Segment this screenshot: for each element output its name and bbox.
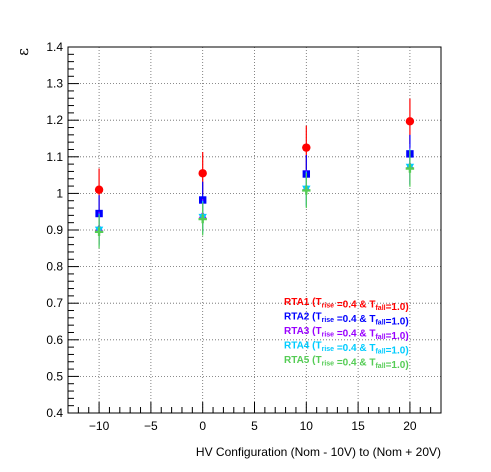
- legend: RTA1 (Trise =0.4 & Tfall=1.0)RTA2 (Trise…: [284, 297, 409, 371]
- y-tick-label: 1.2: [46, 113, 63, 127]
- legend-entry-rta4: RTA4 (Trise =0.4 & Tfall=1.0): [284, 341, 409, 357]
- x-tick-label: −10: [89, 419, 110, 433]
- y-tick-label: 0.8: [46, 260, 63, 274]
- y-tick-label: 1.1: [46, 150, 63, 164]
- legend-entry-rta1: RTA1 (Trise =0.4 & Tfall=1.0): [284, 297, 409, 313]
- series-rta5: [94, 150, 415, 249]
- axes: 0.4 0.5 0.6 0.7 0.8 0.9 1 1.1 1.2 1.3 1.4 −10 −5 0 5 10…: [46, 40, 442, 433]
- x-axis-label: HV Configuration (Nom - 10V) to (Nom + 2…: [196, 445, 441, 459]
- y-tick-label: 0.4: [46, 406, 63, 420]
- data-point: [405, 164, 415, 173]
- legend-entry-rta2: RTA2 (Trise =0.4 & Tfall=1.0): [284, 312, 409, 328]
- data-point: [302, 186, 311, 195]
- y-tick-label: 0.9: [46, 223, 63, 237]
- x-tick-label: 20: [403, 419, 417, 433]
- y-tick-label: 0.6: [46, 333, 63, 347]
- x-tick-label: 15: [351, 419, 365, 433]
- x-tick-label: 0: [199, 419, 206, 433]
- data-point: [94, 227, 104, 237]
- data-point: [198, 214, 207, 224]
- y-tick-label: 1: [56, 186, 63, 200]
- y-tick-label: 0.7: [46, 296, 63, 310]
- data-series: [94, 98, 415, 249]
- x-tick-label: −5: [144, 419, 158, 433]
- y-axis-label: ε: [14, 48, 32, 56]
- x-tick-label: 10: [300, 419, 314, 433]
- data-point: [198, 169, 207, 178]
- data-point: [94, 185, 104, 194]
- y-tick-label: 0.5: [46, 369, 63, 383]
- x-tick-label: 5: [251, 419, 258, 433]
- legend-entry-rta3: RTA3 (Trise =0.4 & Tfall=1.0): [284, 326, 409, 342]
- legend-entry-rta5: RTA5 (Trise =0.4 & Tfall=1.0): [284, 355, 409, 371]
- data-point: [405, 117, 415, 126]
- y-tick-label: 1.3: [46, 77, 63, 91]
- data-point: [302, 143, 311, 152]
- y-tick-label: 1.4: [46, 40, 63, 54]
